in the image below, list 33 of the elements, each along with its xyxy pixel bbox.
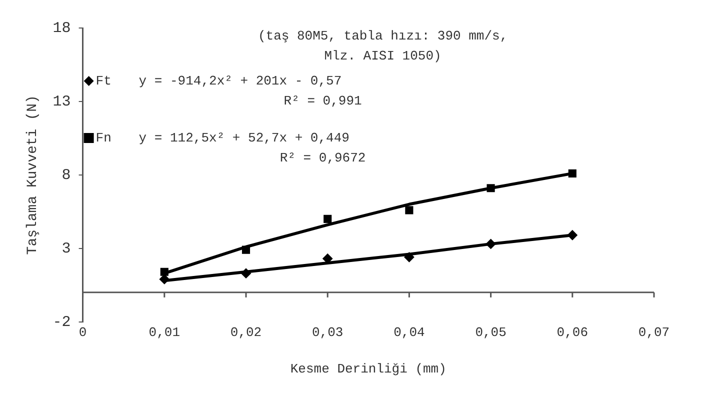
point <box>486 238 496 249</box>
annotation: R² = 0,991 <box>284 93 362 108</box>
x-tick-label: 0,03 <box>312 325 344 340</box>
point <box>404 252 414 262</box>
annotation: R² = 0,9672 <box>280 150 366 166</box>
annotation: y = -914,2x² + 201x - 0,57 <box>138 73 342 88</box>
point <box>486 184 495 192</box>
x-axis-title: Kesme Derinliği (mm) <box>290 362 446 377</box>
y-axis-title: Taşlama Kuvveti (N) <box>25 95 42 255</box>
point <box>241 268 251 278</box>
x-tick-label: 0,06 <box>556 325 588 340</box>
point <box>159 274 170 284</box>
y-tick-label: 3 <box>62 240 71 258</box>
x-tick-label: 0 <box>78 325 87 340</box>
y-tick-label: 18 <box>52 20 71 37</box>
y-tick-label: 13 <box>52 93 71 110</box>
annotation: y = 112,5x² + 52,7x + 0,449 <box>138 130 350 146</box>
x-tick-label: 0,07 <box>638 325 670 340</box>
point <box>242 246 250 254</box>
x-tick-label: 0,02 <box>230 325 262 340</box>
x-tick-label: 0,05 <box>475 325 506 340</box>
x-tick-label: 0,01 <box>148 325 180 340</box>
point <box>160 268 168 276</box>
point <box>568 169 576 178</box>
x-tick-label: 0,04 <box>394 325 425 340</box>
point <box>405 206 414 214</box>
legend-label: Ft <box>96 73 112 88</box>
y-tick-label: 8 <box>62 166 71 184</box>
point <box>567 230 578 240</box>
legend-label: Fn <box>96 130 112 146</box>
y-tick-label: -2 <box>52 314 71 331</box>
point <box>324 214 332 224</box>
annotation: (taş 80M5, tabla hızı: 390 mm/s, Mlz. AISI 1050) <box>258 28 508 64</box>
